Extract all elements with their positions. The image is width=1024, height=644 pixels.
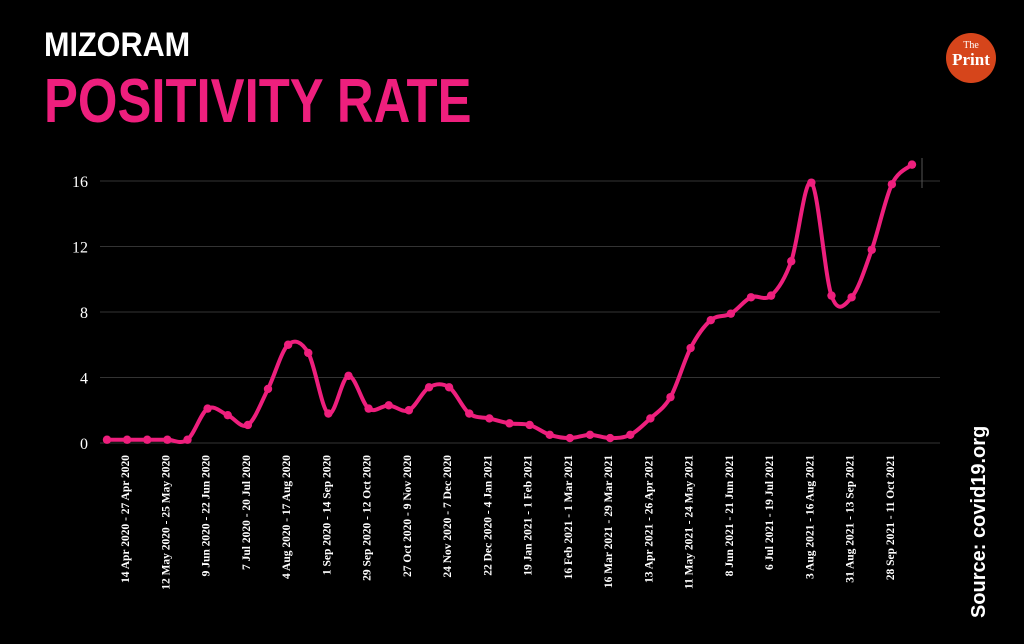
data-point [746,293,756,302]
data-point [465,409,474,418]
x-tick-label: 4 Aug 2020 - 17 Aug 2020 [281,455,293,579]
x-tick-label: 24 Nov 2020 - 7 Dec 2020 [442,455,454,578]
data-point [887,180,897,189]
data-point [384,401,393,410]
data-point [626,430,635,440]
x-tick-label: 16 Mar 2021 - 29 Mar 2021 [603,455,615,588]
x-tick-label: 7 Jul 2020 - 20 Jul 2020 [241,455,253,570]
data-point [324,409,333,418]
data-point [766,291,776,300]
source-note: Source: covid19.org [968,425,990,618]
data-point [787,257,796,266]
y-tick-label: 8 [80,305,88,322]
data-point [404,406,414,415]
x-tick-label: 19 Jan 2021 - 1 Feb 2021 [523,455,535,576]
x-tick-label: 13 Apr 2021 - 26 Apr 2021 [643,455,655,583]
data-point [525,420,534,430]
data-point [807,178,816,187]
data-point [565,433,575,443]
data-point [102,435,112,444]
data-point [605,433,615,443]
data-point [444,383,454,392]
x-tick-label: 29 Sep 2020 - 12 Oct 2020 [362,455,374,581]
x-tick-label: 14 Apr 2020 - 27 Apr 2020 [120,455,132,583]
data-point [485,414,494,423]
x-tick-label: 9 Jun 2020 - 22 Jun 2020 [201,455,213,577]
y-tick-label: 12 [72,240,88,257]
data-point [867,245,876,254]
data-point [223,410,232,420]
theprint-logo: The Print [946,33,996,83]
series-line [105,162,914,445]
series-positivity-rate [102,158,923,445]
x-tick-label: 8 Jun 2021 - 21 Jun 2021 [724,455,736,577]
data-point [424,383,434,392]
data-point [364,404,373,413]
data-point [163,435,172,444]
x-tick-label: 11 May 2021 - 24 May 2021 [684,455,696,589]
data-point [122,435,132,444]
data-point [304,348,313,358]
logo-line1: The [963,40,979,51]
data-point [585,430,595,440]
data-point [545,430,554,440]
x-tick-label: 31 Aug 2021 - 13 Sep 2021 [845,455,857,583]
x-tick-label: 28 Sep 2021 - 11 Oct 2021 [885,455,897,580]
x-tick-label: 3 Aug 2021 - 16 Aug 2021 [804,455,816,579]
data-point [505,419,514,428]
data-point [686,343,695,353]
data-point [243,420,253,430]
data-point [283,340,293,349]
logo-line2: Print [952,50,990,69]
data-point [203,404,212,413]
data-point [143,435,152,444]
y-axis-ticks: 0 4 8 12 16 [72,174,88,453]
chart-title-metric: POSITIVITY RATE [44,67,472,136]
gridlines [100,180,940,444]
chart-title-state: MIZORAM [44,26,191,64]
data-point [666,392,675,402]
data-point [726,309,736,318]
data-point [646,414,655,423]
x-tick-label: 12 May 2020 - 25 May 2020 [160,455,172,590]
x-tick-label: 22 Dec 2020 - 4 Jan 2021 [482,455,494,576]
data-point [847,293,856,302]
data-point [827,291,836,300]
x-tick-label: 16 Feb 2021 - 1 Mar 2021 [563,455,575,580]
x-tick-label: 27 Oct 2020 - 9 Nov 2020 [402,455,414,577]
data-point [907,160,917,169]
x-tick-label: 1 Sep 2020 - 14 Sep 2020 [321,455,333,575]
y-tick-label: 16 [72,174,88,191]
data-point [344,371,353,381]
data-point [706,315,715,325]
data-point [263,384,273,394]
data-point [183,435,192,444]
x-tick-label: 6 Jul 2021 - 19 Jul 2021 [764,455,776,570]
y-tick-label: 4 [80,371,88,388]
x-axis-ticks: 14 Apr 2020 - 27 Apr 2020 12 May 2020 - 2… [120,455,897,590]
y-tick-label: 0 [80,436,88,453]
